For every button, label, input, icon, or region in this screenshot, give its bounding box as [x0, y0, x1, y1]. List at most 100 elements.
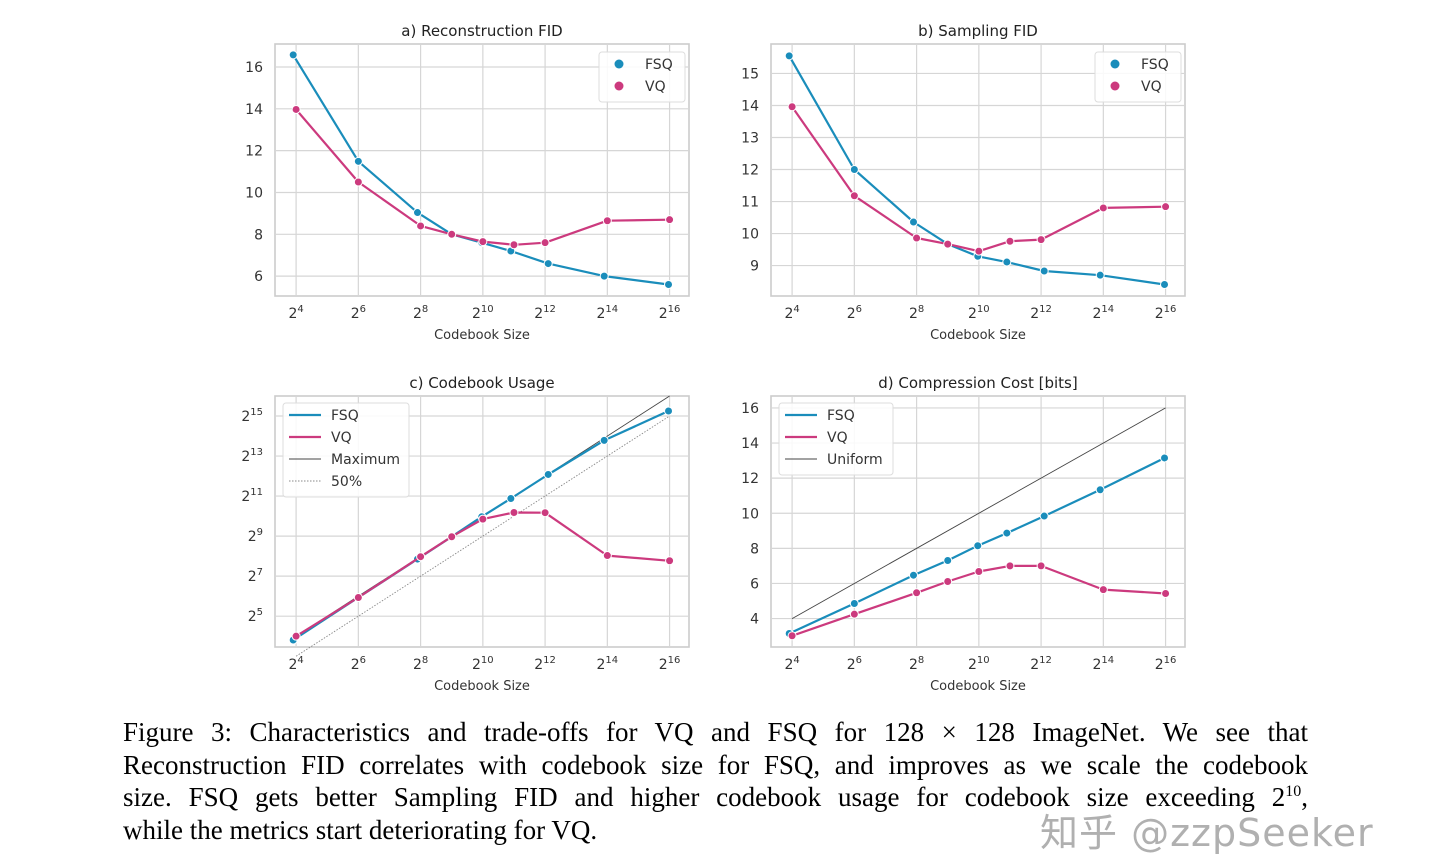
- x-tick-label: 210: [472, 304, 494, 322]
- x-tick-base: 2: [413, 657, 422, 673]
- x-tick-exponent: 16: [668, 304, 681, 315]
- x-tick-label: 28: [909, 655, 924, 673]
- data-point-fsq: [1002, 528, 1012, 538]
- x-tick-exponent: 8: [422, 655, 428, 666]
- y-tick-label: 8: [254, 227, 263, 243]
- data-point-vq: [1005, 561, 1015, 571]
- data-point-vq: [353, 177, 363, 187]
- y-tick-exponent: 5: [257, 607, 263, 618]
- y-tick-base: 2: [248, 529, 257, 545]
- data-point-vq: [602, 216, 612, 226]
- legend-label: VQ: [827, 430, 848, 446]
- x-tick-label: 216: [1155, 304, 1177, 322]
- y-tick-label: 6: [254, 269, 263, 285]
- data-point-vq: [849, 191, 859, 201]
- x-tick-label: 24: [784, 304, 799, 322]
- x-tick-exponent: 4: [793, 655, 799, 666]
- x-tick-label: 212: [534, 655, 556, 673]
- legend-label: FSQ: [645, 57, 673, 73]
- x-tick-base: 2: [351, 657, 360, 673]
- x-tick-exponent: 8: [422, 304, 428, 315]
- x-tick-base: 2: [288, 306, 297, 322]
- y-tick-label: 16: [741, 401, 759, 417]
- x-tick-exponent: 6: [856, 655, 862, 666]
- x-tick-label: 214: [597, 304, 619, 322]
- x-tick-exponent: 14: [605, 655, 618, 666]
- x-tick-base: 2: [534, 306, 543, 322]
- y-tick-label: 10: [741, 227, 759, 243]
- data-point-vq: [912, 588, 922, 598]
- x-tick-label: 24: [288, 304, 303, 322]
- data-point-fsq: [909, 217, 919, 227]
- series-line-50pct: [295, 415, 670, 657]
- x-axis-label: Codebook Size: [434, 328, 530, 343]
- x-tick-label: 212: [534, 304, 556, 322]
- x-tick-label: 26: [351, 304, 366, 322]
- x-tick-exponent: 8: [918, 655, 924, 666]
- x-tick-exponent: 10: [481, 304, 494, 315]
- data-point-fsq: [543, 469, 553, 479]
- x-axis-label: Codebook Size: [434, 679, 530, 694]
- legend-item: 50%: [289, 474, 362, 490]
- x-tick-base: 2: [784, 306, 793, 322]
- x-tick-label: 214: [1093, 655, 1115, 673]
- data-point-fsq: [506, 493, 516, 503]
- x-tick-exponent: 16: [1164, 655, 1177, 666]
- data-point-vq: [974, 567, 984, 577]
- data-point-fsq: [413, 208, 423, 218]
- data-point-fsq: [1002, 257, 1012, 267]
- x-tick-exponent: 6: [856, 304, 862, 315]
- legend-box: [778, 402, 894, 476]
- x-tick-base: 2: [847, 306, 856, 322]
- x-tick-label: 26: [351, 655, 366, 673]
- y-tick-label: 15: [741, 66, 759, 82]
- data-point-vq: [665, 215, 675, 225]
- data-point-vq: [416, 552, 426, 562]
- data-point-vq: [478, 237, 488, 247]
- x-tick-label: 212: [1030, 304, 1052, 322]
- legend-item: Maximum: [289, 452, 400, 468]
- y-tick-label: 8: [750, 541, 759, 557]
- data-point-fsq: [849, 598, 859, 608]
- x-tick-label: 26: [847, 655, 862, 673]
- y-tick-exponent: 7: [257, 567, 263, 578]
- y-tick-label: 211: [241, 487, 263, 505]
- x-tick-base: 2: [597, 306, 606, 322]
- data-point-vq: [787, 631, 797, 641]
- x-tick-base: 2: [968, 657, 977, 673]
- y-tick-label: 9: [750, 259, 759, 275]
- legend-item: FSQ: [289, 408, 359, 424]
- data-point-vq: [1161, 588, 1171, 598]
- data-point-fsq: [664, 279, 674, 289]
- chart-title: b) Sampling FID: [918, 22, 1038, 40]
- x-tick-label: 216: [659, 304, 681, 322]
- figure-caption: Figure 3: Characteristics and trade-offs…: [123, 716, 1308, 846]
- legend: FSQ VQ: [1094, 51, 1182, 103]
- x-tick-label: 216: [659, 655, 681, 673]
- legend-item: VQ: [614, 79, 666, 95]
- x-tick-base: 2: [472, 657, 481, 673]
- x-tick-base: 2: [659, 306, 668, 322]
- y-tick-base: 2: [248, 569, 257, 585]
- x-tick-exponent: 12: [1039, 304, 1052, 315]
- x-tick-label: 28: [909, 304, 924, 322]
- y-tick-exponent: 11: [250, 487, 263, 498]
- data-point-vq: [602, 551, 612, 561]
- data-point-fsq: [599, 435, 609, 445]
- data-point-fsq: [1039, 511, 1049, 521]
- data-point-vq: [291, 104, 301, 114]
- legend-item: FSQ: [1110, 57, 1169, 73]
- legend-item: FSQ: [614, 57, 673, 73]
- data-point-vq: [849, 609, 859, 619]
- legend-box: [282, 402, 410, 498]
- y-tick-base: 2: [241, 489, 250, 505]
- x-tick-exponent: 4: [793, 304, 799, 315]
- data-point-vq: [912, 233, 922, 243]
- data-point-vq: [1161, 202, 1171, 212]
- y-tick-label: 14: [741, 436, 759, 452]
- data-point-fsq: [288, 50, 298, 60]
- legend-marker: [614, 59, 624, 69]
- y-tick-label: 11: [741, 195, 759, 211]
- y-tick-label: 213: [241, 447, 263, 465]
